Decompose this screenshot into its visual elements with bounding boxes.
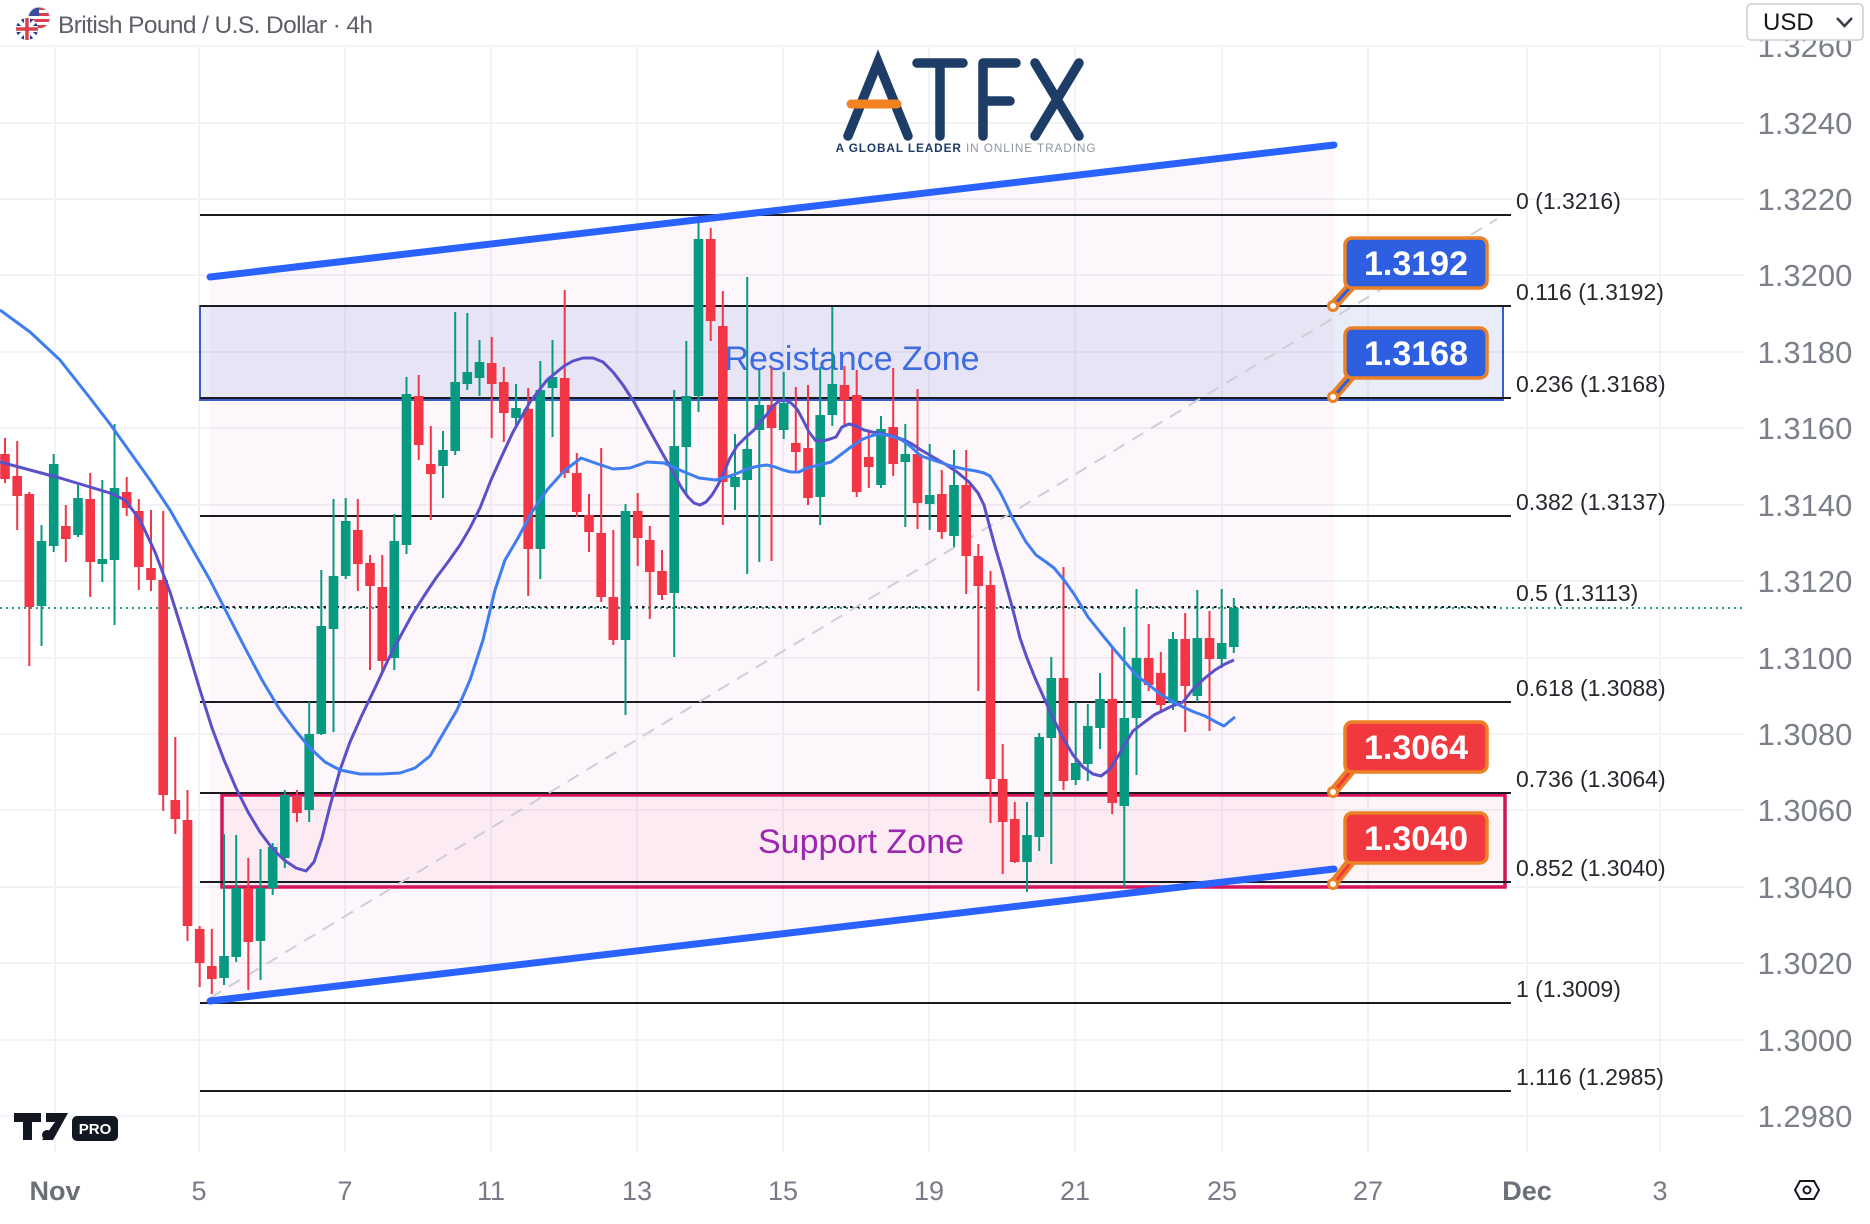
svg-text:Resistance Zone: Resistance Zone xyxy=(724,340,979,378)
svg-text:0.736 (1.3064): 0.736 (1.3064) xyxy=(1516,766,1666,792)
svg-text:Support Zone: Support Zone xyxy=(758,823,964,861)
svg-text:A GLOBAL LEADER IN ONLINE TRAD: A GLOBAL LEADER IN ONLINE TRADING xyxy=(836,141,1097,155)
svg-text:1.3140: 1.3140 xyxy=(1758,488,1853,523)
svg-text:3: 3 xyxy=(1652,1176,1667,1206)
svg-text:Nov: Nov xyxy=(29,1176,80,1206)
svg-text:25: 25 xyxy=(1207,1176,1237,1206)
svg-text:0.116 (1.3192): 0.116 (1.3192) xyxy=(1516,279,1664,305)
svg-text:0 (1.3216): 0 (1.3216) xyxy=(1516,188,1621,214)
svg-text:1.3168: 1.3168 xyxy=(1364,335,1468,373)
svg-text:1.3060: 1.3060 xyxy=(1758,793,1853,828)
svg-text:0.5 (1.3113): 0.5 (1.3113) xyxy=(1516,580,1638,606)
svg-text:1.3192: 1.3192 xyxy=(1364,245,1468,283)
svg-text:7: 7 xyxy=(337,1176,352,1206)
svg-text:1.3020: 1.3020 xyxy=(1758,946,1853,981)
svg-text:1.3000: 1.3000 xyxy=(1758,1023,1853,1058)
svg-text:19: 19 xyxy=(914,1176,944,1206)
svg-text:21: 21 xyxy=(1060,1176,1090,1206)
svg-text:1.3100: 1.3100 xyxy=(1758,641,1853,676)
svg-text:15: 15 xyxy=(768,1176,798,1206)
svg-text:1.2980: 1.2980 xyxy=(1758,1099,1853,1134)
svg-text:0.382 (1.3137): 0.382 (1.3137) xyxy=(1516,489,1666,515)
svg-text:1.3160: 1.3160 xyxy=(1758,411,1853,446)
svg-text:1.3120: 1.3120 xyxy=(1758,564,1853,599)
svg-text:0.852 (1.3040): 0.852 (1.3040) xyxy=(1516,855,1666,881)
svg-text:USD: USD xyxy=(1763,9,1814,36)
svg-text:5: 5 xyxy=(191,1176,206,1206)
svg-text:1.3064: 1.3064 xyxy=(1364,729,1468,767)
svg-text:British Pound / U.S. Dollar ·: British Pound / U.S. Dollar · 4h xyxy=(58,12,372,39)
svg-text:Dec: Dec xyxy=(1502,1176,1552,1206)
svg-text:1 (1.3009): 1 (1.3009) xyxy=(1516,976,1621,1002)
svg-text:0.236 (1.3168): 0.236 (1.3168) xyxy=(1516,371,1666,397)
svg-text:1.3200: 1.3200 xyxy=(1758,258,1853,293)
svg-text:1.116 (1.2985): 1.116 (1.2985) xyxy=(1516,1064,1664,1090)
svg-text:1.3080: 1.3080 xyxy=(1758,717,1853,752)
svg-text:1.3040: 1.3040 xyxy=(1758,870,1853,905)
svg-text:0.618 (1.3088): 0.618 (1.3088) xyxy=(1516,675,1666,701)
svg-text:1.3220: 1.3220 xyxy=(1758,182,1853,217)
svg-text:1.3180: 1.3180 xyxy=(1758,335,1853,370)
svg-text:1.3240: 1.3240 xyxy=(1758,106,1853,141)
svg-text:PRO: PRO xyxy=(79,1121,112,1138)
svg-text:27: 27 xyxy=(1353,1176,1383,1206)
svg-text:1.3040: 1.3040 xyxy=(1364,820,1468,858)
svg-text:11: 11 xyxy=(477,1176,505,1206)
svg-text:13: 13 xyxy=(622,1176,652,1206)
